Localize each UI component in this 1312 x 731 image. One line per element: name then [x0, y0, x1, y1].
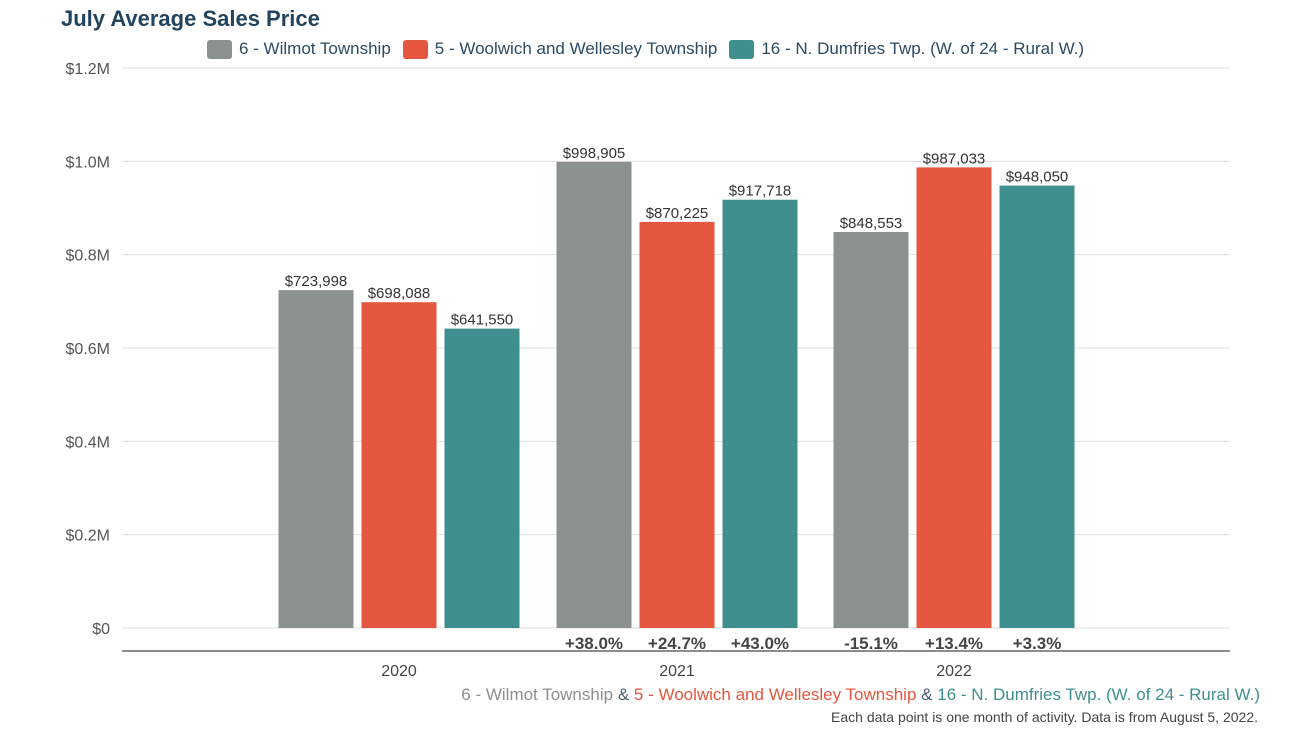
- data-label: $917,718: [729, 183, 792, 200]
- data-label: $987,033: [923, 150, 986, 167]
- footer-note: Each data point is one month of activity…: [831, 709, 1258, 725]
- bar: [639, 221, 715, 628]
- change-label: +13.4%: [925, 634, 983, 653]
- data-label: $848,553: [840, 215, 903, 232]
- legend-label-wilmot: 6 - Wilmot Township: [239, 39, 391, 58]
- footer-series-woolwich: 5 - Woolwich and Wellesley Township: [633, 685, 917, 704]
- change-label: +3.3%: [1013, 634, 1062, 653]
- bar: [916, 167, 992, 629]
- y-tick-label: $0.8M: [66, 248, 110, 265]
- chart-title: July Average Sales Price: [61, 6, 320, 31]
- footer-series-dumfries: 16 - N. Dumfries Twp. (W. of 24 - Rural …: [937, 685, 1260, 704]
- change-label: -15.1%: [844, 634, 898, 653]
- data-label: $698,088: [368, 285, 431, 302]
- x-tick-label: 2021: [659, 663, 695, 680]
- legend-item-dumfries[interactable]: 16 - N. Dumfries Twp. (W. of 24 - Rural …: [729, 39, 1084, 59]
- legend-item-woolwich[interactable]: 5 - Woolwich and Wellesley Township: [402, 39, 718, 59]
- y-tick-label: $0.6M: [66, 341, 110, 358]
- y-tick-label: $0.4M: [66, 434, 110, 451]
- legend-label-woolwich: 5 - Woolwich and Wellesley Township: [434, 39, 718, 58]
- footer-series-line: 6 - Wilmot Township & 5 - Woolwich and W…: [461, 685, 1260, 705]
- legend-swatch-wilmot: [207, 39, 232, 59]
- footer-separator: &: [617, 685, 630, 704]
- data-label: $641,550: [451, 312, 514, 329]
- legend-label-dumfries: 16 - N. Dumfries Twp. (W. of 24 - Rural …: [761, 39, 1085, 58]
- y-tick-label: $0.2M: [66, 528, 110, 545]
- bar: [833, 232, 909, 628]
- bar: [278, 290, 354, 628]
- data-label: $998,905: [563, 145, 626, 162]
- y-tick-label: $0: [92, 621, 110, 638]
- data-label: $870,225: [646, 205, 709, 222]
- y-tick-label: $1.0M: [66, 154, 110, 171]
- x-tick-label: 2022: [936, 663, 972, 680]
- change-label: +24.7%: [648, 634, 706, 653]
- footer-series-wilmot: 6 - Wilmot Township: [461, 685, 614, 704]
- footer-separator: &: [921, 685, 933, 704]
- change-label: +43.0%: [731, 634, 789, 653]
- y-tick-label: $1.2M: [66, 61, 110, 78]
- bar: [722, 199, 798, 628]
- bar: [999, 185, 1075, 628]
- bar: [444, 328, 520, 628]
- legend-item-wilmot[interactable]: 6 - Wilmot Township: [207, 39, 391, 59]
- legend-swatch-dumfries: [729, 39, 755, 59]
- legend: 6 - Wilmot Township 5 - Woolwich and Wel…: [207, 39, 1096, 59]
- x-tick-label: 2020: [381, 663, 417, 680]
- data-label: $948,050: [1006, 169, 1069, 186]
- data-label: $723,998: [285, 273, 348, 290]
- legend-swatch-woolwich: [402, 39, 428, 59]
- change-label: +38.0%: [565, 634, 623, 653]
- bar: [361, 302, 437, 628]
- bar: [556, 161, 632, 628]
